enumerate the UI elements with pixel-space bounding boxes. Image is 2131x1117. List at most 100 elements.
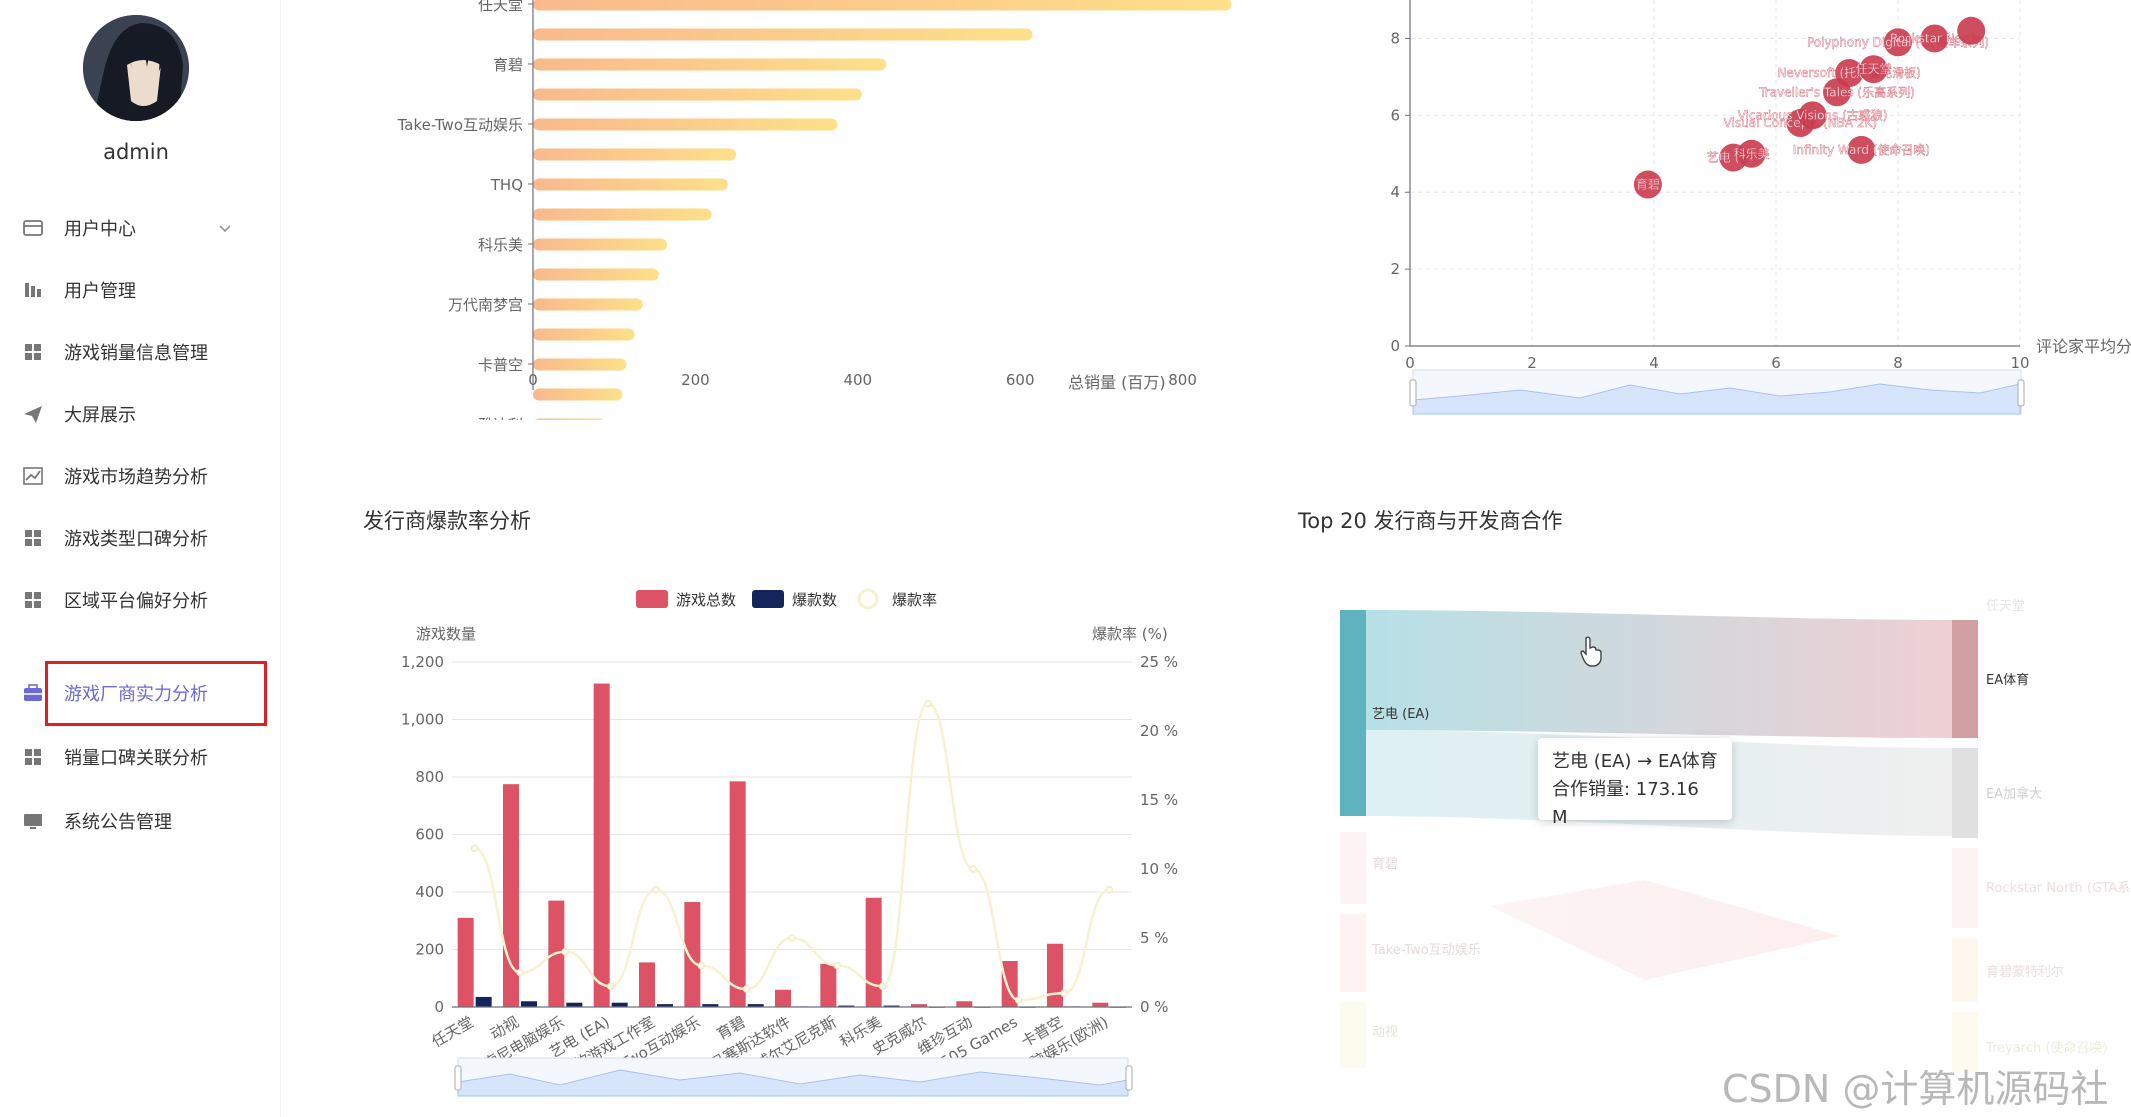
sales-bars [533,0,1232,421]
scatter-point[interactable] [1957,16,1986,45]
menu-item-announcements[interactable]: 系统公告管理 [0,795,272,847]
bar[interactable] [533,418,606,421]
bar-total[interactable] [729,781,746,1007]
hit-rate-point[interactable] [833,961,842,970]
hit-rate-point[interactable] [1014,996,1023,1004]
bar[interactable] [533,0,1232,11]
bar-hits[interactable] [657,1004,673,1007]
hit-rate-point[interactable] [878,982,887,991]
zoom-handle-right[interactable] [2017,379,2025,407]
bar[interactable] [533,298,643,311]
bar-hits[interactable] [747,1004,764,1007]
menu-item-sales-reputation[interactable]: 销量口碑关联分析 [0,731,272,783]
bar[interactable] [533,88,862,101]
scatter-point-label: 科乐美 [1734,147,1770,161]
bar-total[interactable] [956,1001,973,1007]
bar[interactable] [533,178,728,191]
sales-bar-chart: 任天堂育碧Take-Two互动娱乐THQ科乐美万代南梦宫卡普空雅达利卢卡斯艺术E… [308,0,1248,420]
scatter-point[interactable] [1847,135,1876,164]
scatter-point[interactable] [1920,24,1949,53]
menu-item-publisher-strength[interactable]: 游戏厂商实力分析 [0,667,272,719]
bar[interactable] [533,208,712,221]
y-axis-ticks: 0 2 4 6 8 [1390,29,1410,355]
bar[interactable] [533,58,887,71]
bar-total[interactable] [639,962,655,1007]
sankey-node-rockstar[interactable] [1952,848,1978,928]
bar-hits[interactable] [611,1002,628,1007]
hit-rate-point[interactable] [606,982,615,991]
scatter-point[interactable] [1884,28,1912,57]
zoom-handle-left[interactable] [1409,379,1417,407]
sankey-node-easports[interactable] [1952,620,1978,738]
y-right-tick-label: 0 % [1140,998,1169,1016]
bar-total[interactable] [820,963,837,1007]
bar-total[interactable] [1047,943,1063,1007]
sankey-node-ubi-montreal[interactable] [1952,938,1978,1002]
bar-total[interactable] [1001,961,1018,1007]
y-left-tick-label: 800 [415,768,444,786]
bar-total[interactable] [865,897,882,1007]
sankey-node-ubisoft[interactable] [1340,832,1366,904]
legend-swatch-total[interactable] [636,590,668,608]
hit-rate-point[interactable] [470,844,479,853]
bar-total[interactable] [1092,1002,1109,1007]
bar-hits[interactable] [838,1005,855,1007]
hit-rate-point[interactable] [924,699,932,708]
bar-total[interactable] [593,683,610,1007]
paper-plane-icon [22,403,44,425]
hit-rate-point[interactable] [561,948,570,956]
bar-hits[interactable] [475,996,492,1007]
menu-item-user-center[interactable]: 用户中心 [0,202,272,254]
menu-item-genre-reputation[interactable]: 游戏类型口碑分析 [0,512,272,564]
scatter-point[interactable] [1633,170,1662,199]
menu-item-user-management[interactable]: 用户管理 [0,264,272,316]
bar[interactable] [533,358,627,371]
bar-hits[interactable] [566,1002,583,1007]
hit-rate-point[interactable] [1105,885,1114,894]
menu-item-market-trend[interactable]: 游戏市场趋势分析 [0,450,272,502]
bar-total[interactable] [684,902,701,1007]
bar-total[interactable] [775,989,791,1007]
sankey-node-ea[interactable] [1340,610,1366,816]
bar[interactable] [533,388,623,401]
bar[interactable] [533,238,667,251]
scatter-point[interactable] [1859,55,1888,84]
bar-hits[interactable] [702,1004,719,1007]
bar[interactable] [533,28,1033,41]
sankey-node-take-two[interactable] [1340,914,1366,992]
sankey-node-treyarch[interactable] [1952,1012,1978,1072]
hit-rate-point[interactable] [1060,989,1068,997]
hit-rate-point[interactable] [516,968,524,977]
menu-item-sales-info[interactable]: 游戏销量信息管理 [0,326,272,378]
sankey-link-ea-easports[interactable] [1363,610,1952,738]
hit-zoom-slider[interactable] [454,1057,1133,1097]
bar[interactable] [533,328,635,341]
hit-rate-point[interactable] [652,885,660,894]
scatter-point[interactable] [1737,139,1766,168]
scatter-zoom-slider[interactable] [1409,369,2025,415]
bar[interactable] [533,118,838,131]
y-right-tick-label: 15 % [1140,791,1178,809]
menu-item-big-screen[interactable]: 大屏展示 [0,388,272,440]
hit-rate-point[interactable] [742,985,751,993]
bar[interactable] [533,268,659,281]
bar-hits[interactable] [521,1001,537,1007]
legend-swatch-rate[interactable] [857,588,879,610]
bar-total[interactable] [911,1004,927,1007]
hit-rate-point[interactable] [697,961,706,970]
avatar[interactable] [83,15,189,121]
bar-total[interactable] [457,917,474,1007]
bar[interactable] [533,148,736,161]
bar-hits[interactable] [883,1005,900,1007]
zoom-handle-left[interactable] [454,1065,462,1091]
scatter-point[interactable] [1835,59,1864,88]
zoom-handle-right[interactable] [1125,1065,1133,1091]
sankey-node-eacanada[interactable] [1952,748,1978,838]
menu-item-region-platform[interactable]: 区域平台偏好分析 [0,574,272,626]
sankey-node-activision[interactable] [1340,1002,1366,1068]
hit-rate-point[interactable] [788,934,796,942]
scatter-point[interactable] [1798,101,1827,130]
sankey-link-faded[interactable] [1490,880,1840,980]
hit-rate-point[interactable] [969,865,978,873]
legend-swatch-hits[interactable] [752,590,784,608]
